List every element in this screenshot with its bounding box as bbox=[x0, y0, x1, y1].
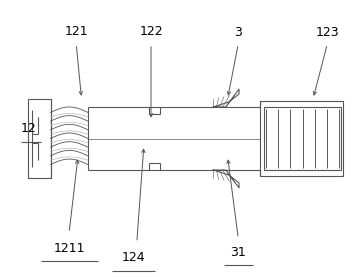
Text: 1211: 1211 bbox=[53, 242, 85, 255]
Text: 121: 121 bbox=[64, 25, 88, 38]
Text: 12: 12 bbox=[21, 122, 37, 135]
Bar bbox=[264, 107, 341, 170]
Text: 3: 3 bbox=[234, 26, 242, 39]
Bar bbox=[260, 101, 343, 176]
Text: 123: 123 bbox=[316, 26, 339, 39]
Bar bbox=[28, 99, 51, 178]
Text: 122: 122 bbox=[139, 25, 163, 38]
Text: 31: 31 bbox=[230, 246, 246, 259]
Text: 124: 124 bbox=[121, 251, 145, 264]
